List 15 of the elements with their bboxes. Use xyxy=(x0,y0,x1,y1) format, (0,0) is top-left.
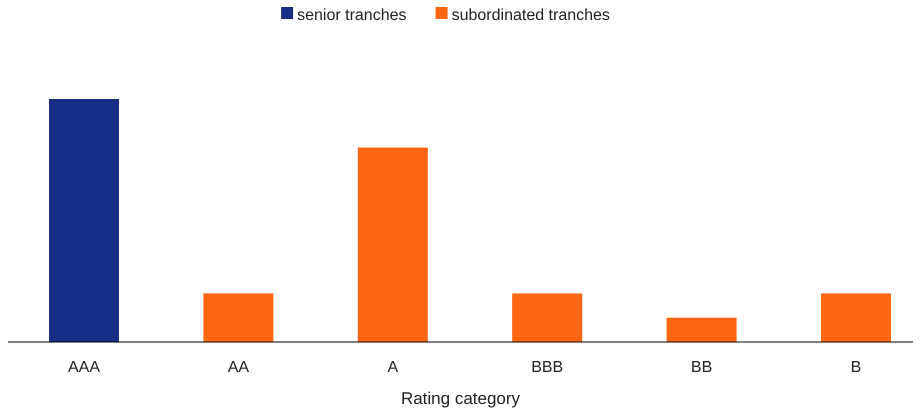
x-axis-title: Rating category xyxy=(400,389,521,408)
x-tick-label: BBB xyxy=(531,359,564,376)
bar xyxy=(821,293,891,342)
bar xyxy=(203,293,274,342)
legend-label: subordinated tranches xyxy=(452,7,610,24)
x-tick-label: AAA xyxy=(68,359,100,376)
bar xyxy=(512,293,582,342)
x-tick-label: A xyxy=(387,359,398,376)
x-tick-label: BB xyxy=(690,359,712,376)
legend-label: senior tranches xyxy=(297,7,406,24)
x-tick-label: B xyxy=(850,359,862,376)
bar xyxy=(358,148,428,342)
bar xyxy=(49,99,119,342)
bar xyxy=(666,318,737,342)
x-tick-label: AA xyxy=(228,359,250,376)
